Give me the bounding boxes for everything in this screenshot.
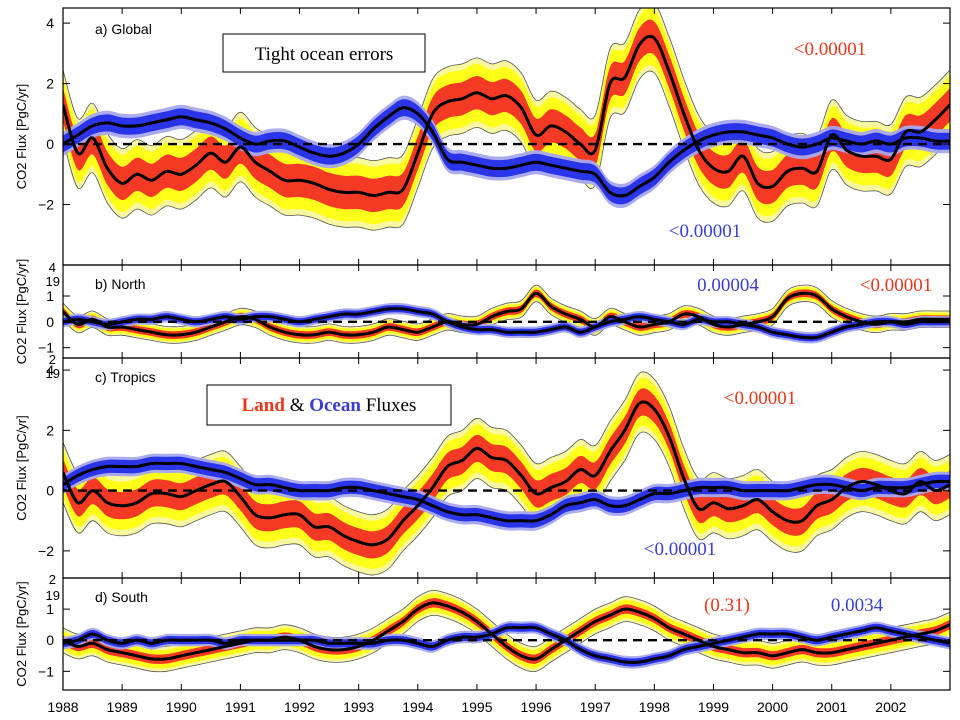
panel-south <box>62 577 951 691</box>
plot-area <box>63 8 950 231</box>
y-tick-label: −1 <box>38 663 54 679</box>
y-tick-label: 0 <box>46 314 54 330</box>
ocean-series-line <box>63 106 950 198</box>
y-tick-label: −2 <box>38 543 54 559</box>
x-tick-label: 1999 <box>698 699 729 715</box>
y-axis-label: CO2 Flux [PgC/yr] <box>14 415 29 520</box>
y-axis-label: CO2 Flux [PgC/yr] <box>14 84 29 189</box>
panel-north <box>62 264 951 359</box>
x-tick-label: 1996 <box>520 699 551 715</box>
y-tick-label: −2 <box>38 197 54 213</box>
panel-frame <box>62 577 951 691</box>
annotation-box-text: Tight ocean errors <box>255 44 394 65</box>
plot-area <box>63 371 950 576</box>
land-red-band <box>63 598 950 664</box>
x-tick-label: 1995 <box>461 699 492 715</box>
y-axis-label: CO2 Flux [PgC/yr] <box>14 259 29 364</box>
x-tick-label: 1998 <box>639 699 670 715</box>
y-tick-label: 1 <box>46 288 54 304</box>
ocean-series-line <box>63 625 950 664</box>
x-tick-label: 2002 <box>875 699 906 715</box>
ocean-series-line <box>63 307 950 340</box>
land-series-line <box>63 34 950 198</box>
p-value-land: <0.00001 <box>724 388 796 409</box>
y-axis-label: CO2 Flux [PgC/yr] <box>14 581 29 686</box>
legend-text: Land & Ocean Fluxes <box>242 395 417 416</box>
p-value-land: <0.00001 <box>794 39 866 60</box>
panel-label: c) Tropics <box>95 369 156 385</box>
x-tick-label: 1990 <box>166 699 197 715</box>
legend-ocean-label: Ocean <box>309 395 361 416</box>
ocean-dark-band <box>63 623 950 667</box>
stray-label: 19 <box>46 588 60 603</box>
land-red-band <box>63 19 950 213</box>
x-tick-label: 1992 <box>284 699 315 715</box>
x-tick-label: 2001 <box>816 699 847 715</box>
y-tick-label: 0 <box>46 136 54 152</box>
p-value-land: <0.00001 <box>860 275 932 296</box>
legend-amp: & <box>285 395 309 416</box>
y-tick-label: 0 <box>46 483 54 499</box>
panel-global <box>62 7 951 266</box>
legend-rest: Fluxes <box>361 395 416 416</box>
x-tick-label: 1989 <box>107 699 138 715</box>
y-tick-label: 4 <box>46 362 54 378</box>
panel-label: b) North <box>95 276 146 292</box>
x-tick-label: 1993 <box>343 699 374 715</box>
panel-label: d) South <box>95 589 148 605</box>
legend-box <box>206 384 452 426</box>
panel-tropics <box>62 357 951 579</box>
p-value-ocean: 0.0034 <box>831 595 884 616</box>
y-tick-label: 4 <box>46 15 54 31</box>
y-tick-label: 2 <box>46 422 54 438</box>
y-tick-label: 2 <box>46 76 54 92</box>
ocean-series-line <box>63 461 950 523</box>
legend-land-label: Land <box>242 395 286 416</box>
y-tick-label: 1 <box>46 601 54 617</box>
x-tick-label: 1988 <box>47 699 78 715</box>
plot-area <box>63 589 950 673</box>
p-value-ocean: <0.00001 <box>644 539 716 560</box>
stray-label: 2 <box>49 352 56 367</box>
x-tick-label: 2000 <box>757 699 788 715</box>
stray-label: 19 <box>46 274 60 289</box>
annotation-box <box>222 33 426 73</box>
x-tick-label: 1994 <box>402 699 433 715</box>
plot-area <box>63 284 950 344</box>
x-tick-label: 1991 <box>225 699 256 715</box>
ocean-dark-band <box>63 305 950 342</box>
panel-label: a) Global <box>95 21 152 37</box>
stray-label: 4 <box>49 260 56 275</box>
land-series-line <box>63 400 950 547</box>
p-value-land: (0.31) <box>704 595 750 616</box>
stray-label: 19 <box>46 366 60 381</box>
ocean-dark-band <box>63 99 950 205</box>
stray-label: 2 <box>49 572 56 587</box>
p-value-ocean: <0.00001 <box>669 221 741 242</box>
p-value-ocean: 0.00004 <box>697 275 759 296</box>
land-series-line <box>63 601 950 661</box>
y-tick-label: −1 <box>38 340 54 356</box>
y-tick-label: 0 <box>46 632 54 648</box>
land-series-line <box>63 291 950 337</box>
x-tick-label: 1997 <box>580 699 611 715</box>
